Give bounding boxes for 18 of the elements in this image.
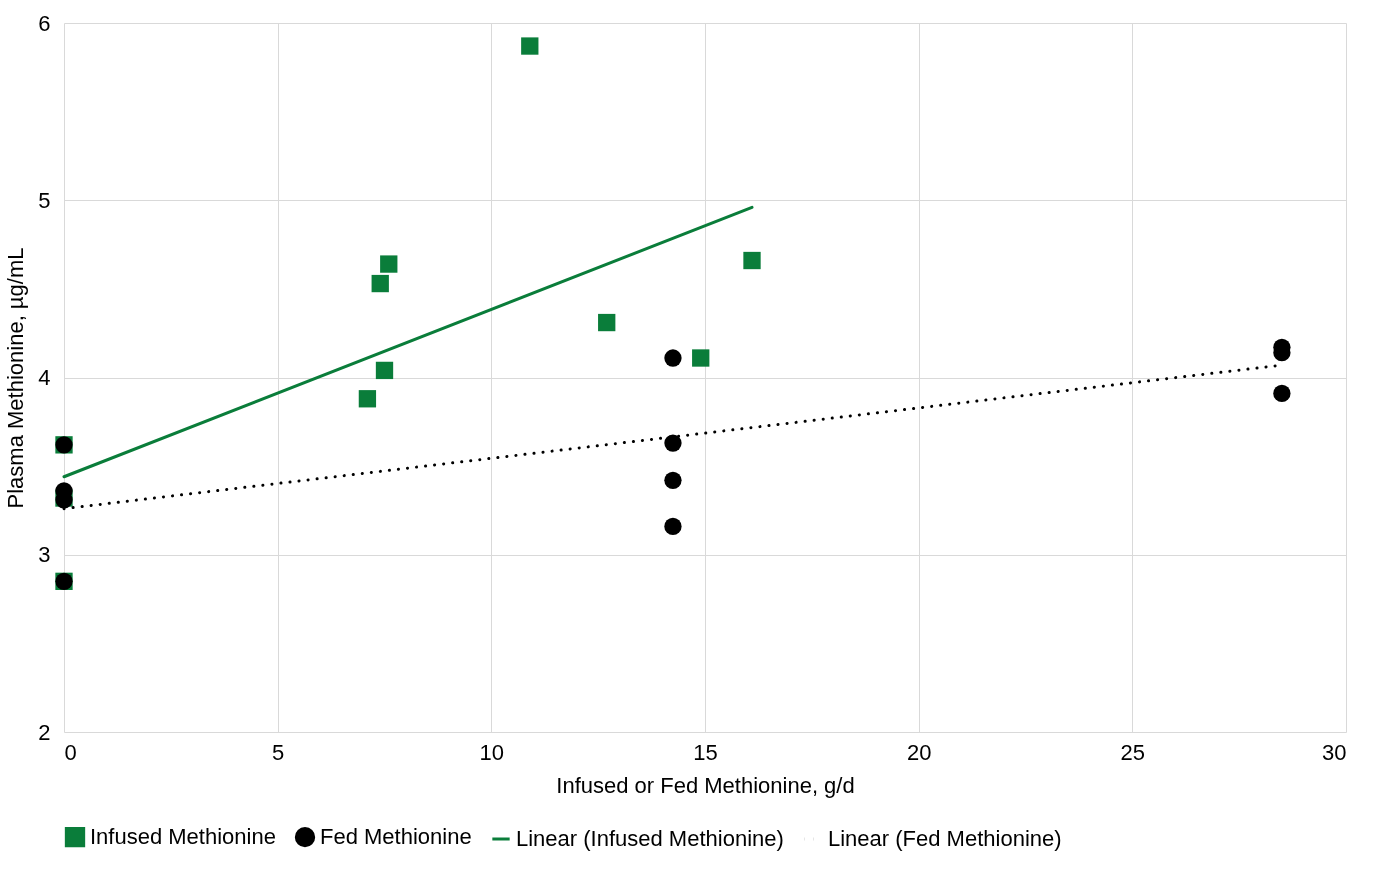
y-tick-label: 4 — [38, 365, 51, 390]
x-axis-title: Infused or Fed Methionine, g/d — [556, 772, 855, 798]
x-tick-label: 5 — [272, 739, 285, 765]
x-tick-label: 30 — [1322, 739, 1347, 765]
y-tick-label: 6 — [38, 10, 51, 36]
x-tick-label: 20 — [906, 739, 932, 765]
x-tick-label: 0 — [64, 739, 77, 765]
y-tick-label: 3 — [38, 542, 51, 568]
x-tick-label: 15 — [693, 739, 718, 765]
legend-label: Linear (Infused Methionine) — [516, 826, 784, 851]
x-tick-label: 10 — [479, 739, 505, 765]
y-tick-label: 5 — [38, 187, 51, 213]
legend-label: Fed Methionine — [320, 824, 472, 850]
y-axis-title: Plasma Methionine, µg/mL — [3, 247, 29, 509]
legend-label: Infused Methionine — [90, 824, 276, 850]
y-tick-label: 2 — [38, 719, 51, 745]
x-tick-label: 25 — [1120, 739, 1146, 765]
legend-label: Linear (Fed Methionine) — [828, 826, 1062, 851]
